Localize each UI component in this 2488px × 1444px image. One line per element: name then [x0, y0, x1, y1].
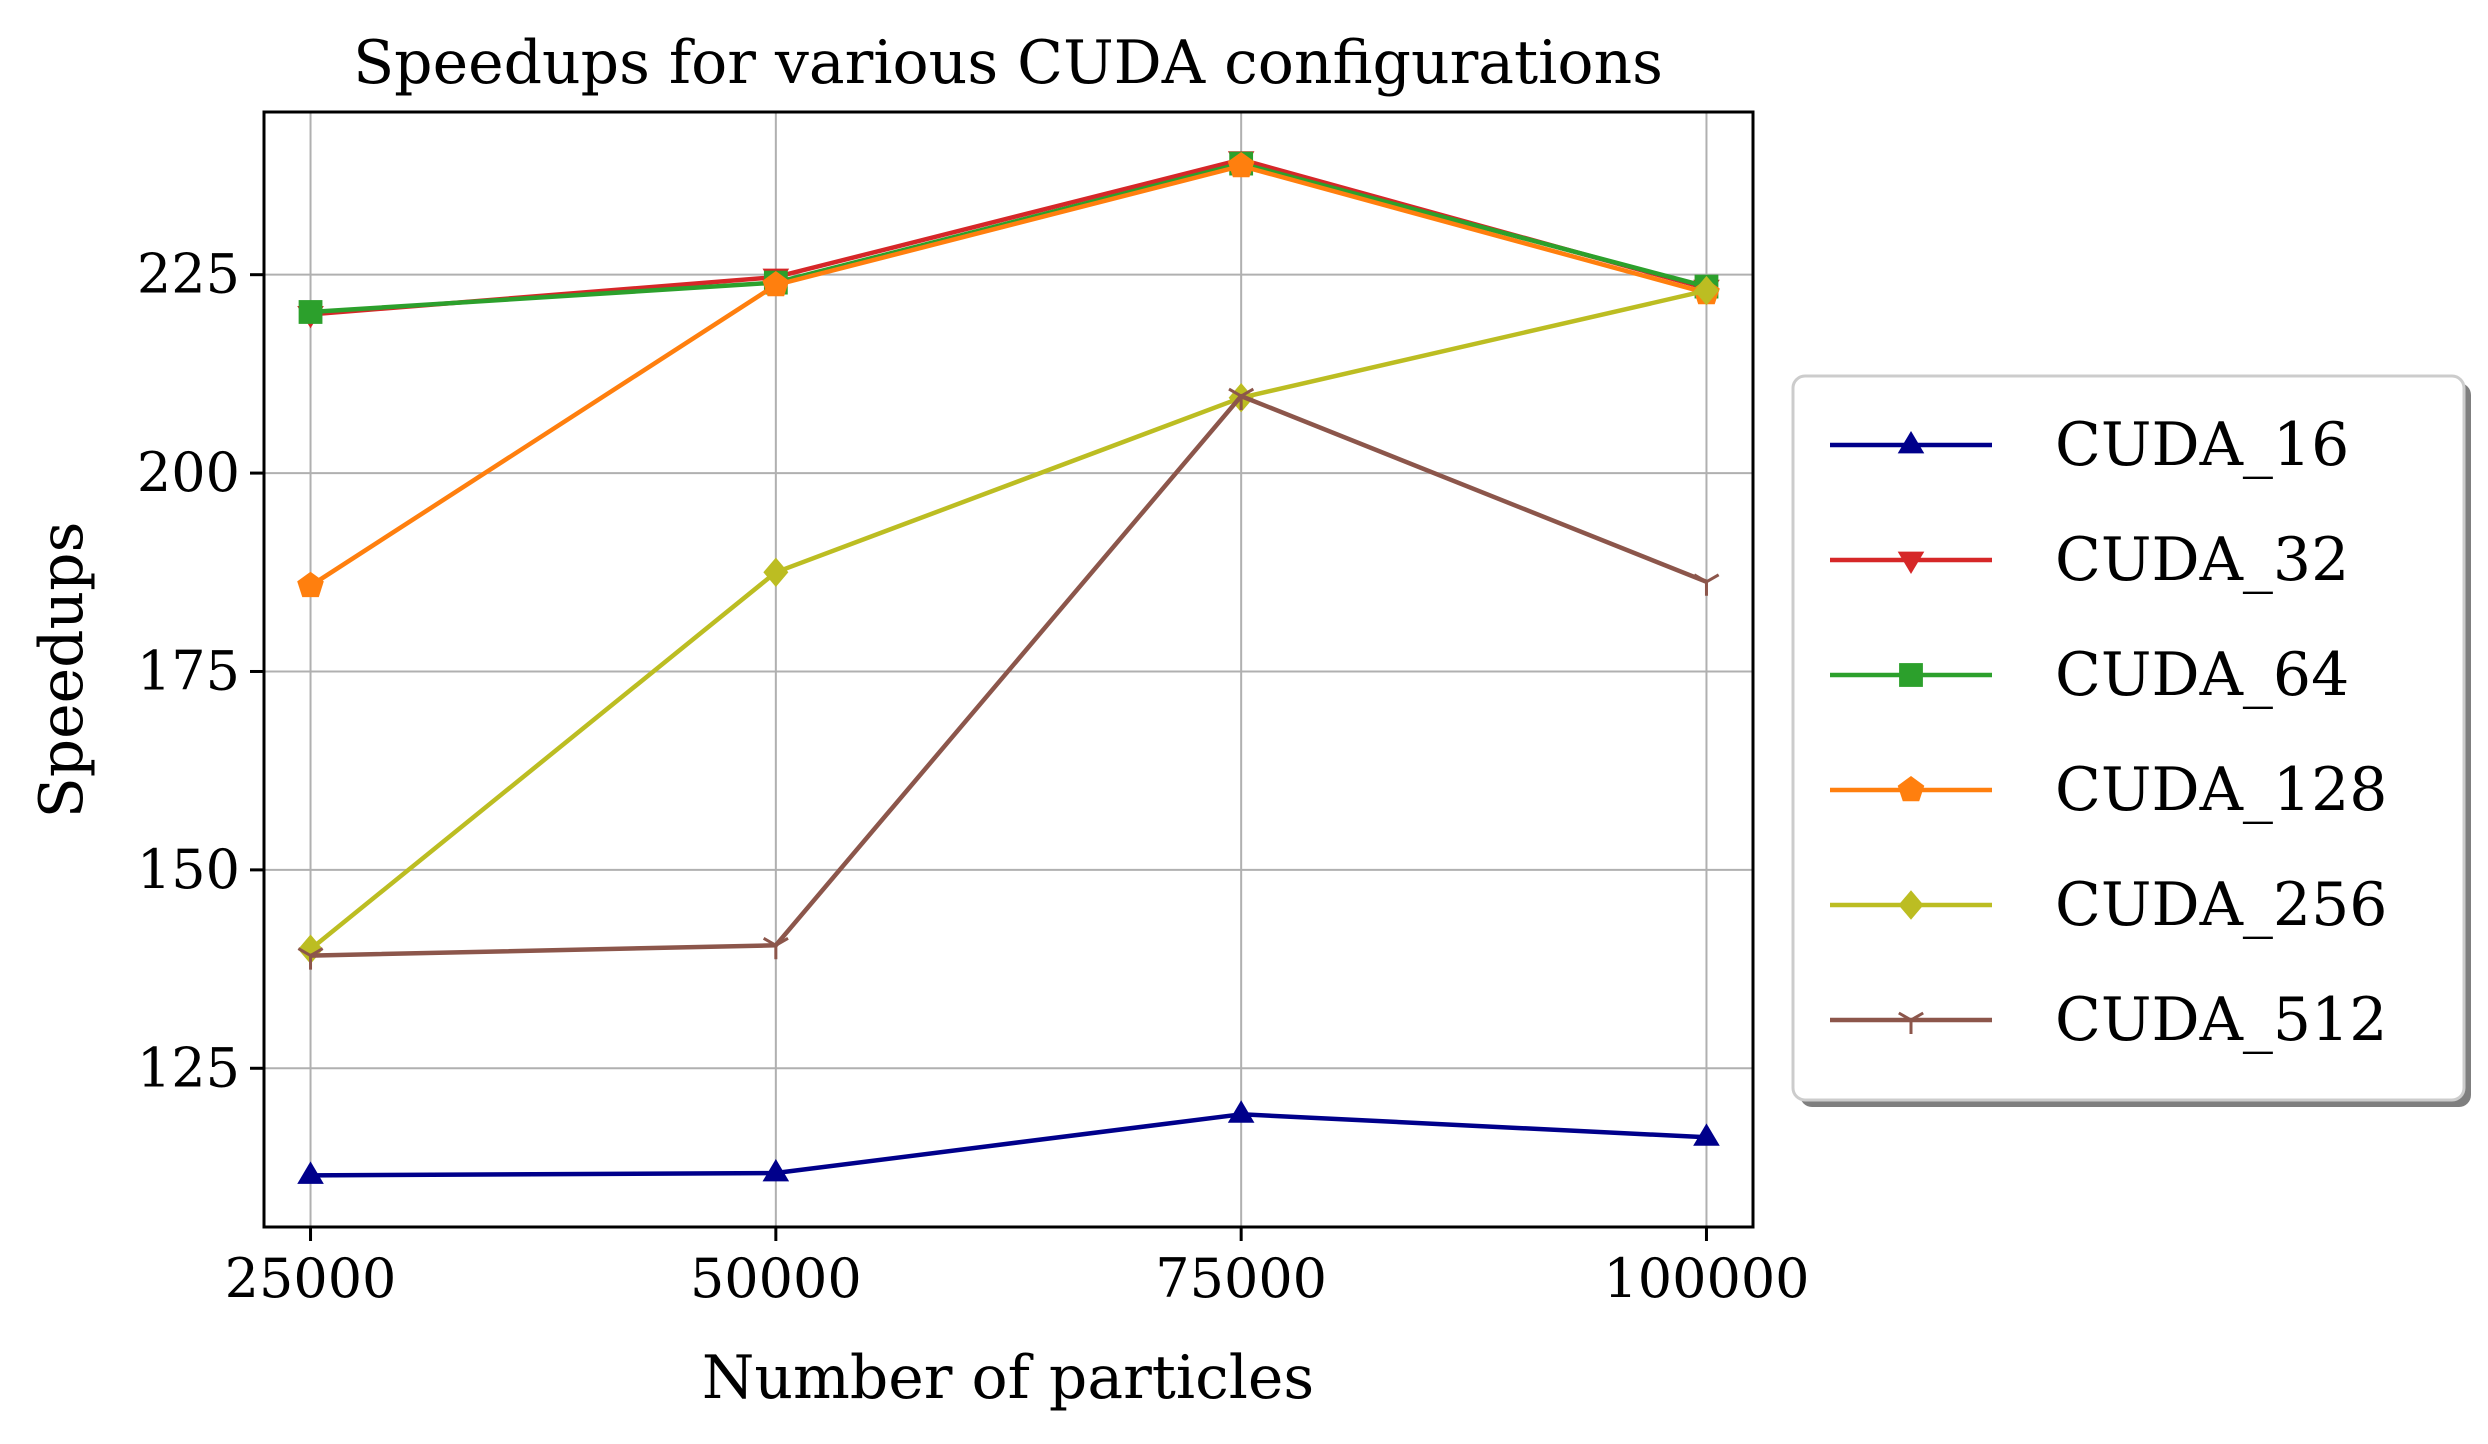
legend-item-cuda-512: CUDA_512 [1830, 985, 2387, 1055]
series-line-cuda-16 [310, 1112, 1707, 1178]
data-point-cuda-16 [1693, 1123, 1720, 1146]
x-tick-label: 100000 [1603, 1247, 1809, 1310]
data-point-cuda-16 [297, 1161, 324, 1184]
y-tick-label: 150 [137, 838, 240, 901]
data-point-cuda-64 [298, 300, 323, 324]
data-point-cuda-256 [298, 934, 324, 964]
legend-item-cuda-16: CUDA_16 [1830, 410, 2349, 480]
legend: CUDA_16 CUDA_32 CUDA_64 CUDA_128 CUDA_256 CUD… [1791, 374, 2471, 1107]
data-point-cuda-16 [1227, 1100, 1255, 1123]
legend-box [1791, 374, 2466, 1102]
data-point-cuda-256 [763, 557, 789, 587]
legend-entries: CUDA_16 CUDA_32 CUDA_64 CUDA_128 CUDA_256 CUD… [1830, 410, 2387, 1055]
data-point-cuda-128 [1227, 152, 1255, 178]
legend-label-cuda-32: CUDA_32 [2055, 525, 2349, 595]
grid [264, 112, 1753, 1227]
chart-title: Speedups for various CUDA configurations [353, 28, 1663, 98]
legend-label-cuda-128: CUDA_128 [2055, 755, 2387, 825]
y-tick-label: 125 [137, 1036, 240, 1099]
legend-marker-cuda-512 [1898, 1011, 1924, 1034]
series-line-cuda-256 [309, 288, 1708, 951]
series-line-cuda-128 [309, 163, 1708, 588]
data-point-cuda-512 [762, 936, 789, 960]
legend-marker-cuda-16 [1897, 431, 1925, 454]
legend-label-cuda-16: CUDA_16 [2055, 410, 2349, 480]
legend-item-cuda-64: CUDA_64 [1830, 640, 2349, 710]
data-point-cuda-512 [1693, 573, 1720, 596]
x-tick-label: 75000 [1155, 1247, 1327, 1310]
x-axis-ticks: 25000 50000 75000 100000 [225, 1227, 1810, 1310]
data-point-cuda-512 [297, 947, 324, 970]
series-line-cuda-512 [310, 393, 1708, 958]
legend-marker-cuda-32 [1897, 551, 1925, 574]
legend-label-cuda-256: CUDA_256 [2055, 870, 2387, 940]
y-tick-label: 175 [137, 639, 240, 702]
legend-item-cuda-256: CUDA_256 [1830, 870, 2387, 940]
data-point-cuda-128 [762, 271, 790, 297]
legend-label-cuda-64: CUDA_64 [2055, 640, 2349, 710]
plot-frame [262, 110, 1755, 1229]
series-layer [297, 151, 1720, 1184]
y-tick-label: 200 [137, 441, 240, 504]
legend-label-cuda-512: CUDA_512 [2055, 985, 2387, 1055]
y-tick-label: 225 [137, 243, 240, 306]
data-point-cuda-128 [297, 571, 324, 598]
x-tick-label: 50000 [690, 1247, 862, 1310]
legend-item-cuda-32: CUDA_32 [1830, 525, 2349, 595]
series-cuda-256 [298, 275, 1719, 964]
legend-marker-cuda-256 [1898, 890, 1924, 920]
series-line-cuda-64 [310, 161, 1708, 315]
series-cuda-16 [297, 1100, 1720, 1184]
y-axis-ticks: 125 150 175 200 225 [137, 243, 264, 1099]
data-point-cuda-256 [1693, 275, 1719, 306]
legend-marker-cuda-128 [1897, 776, 1925, 802]
x-tick-label: 25000 [225, 1247, 397, 1310]
y-axis-label: Speedups [27, 522, 97, 819]
legend-item-cuda-128: CUDA_128 [1830, 755, 2387, 825]
legend-marker-cuda-64 [1899, 663, 1923, 687]
series-cuda-512 [297, 387, 1720, 970]
data-point-cuda-16 [762, 1159, 790, 1182]
x-axis-label: Number of particles [702, 1343, 1314, 1413]
data-point-cuda-512 [1228, 387, 1255, 411]
